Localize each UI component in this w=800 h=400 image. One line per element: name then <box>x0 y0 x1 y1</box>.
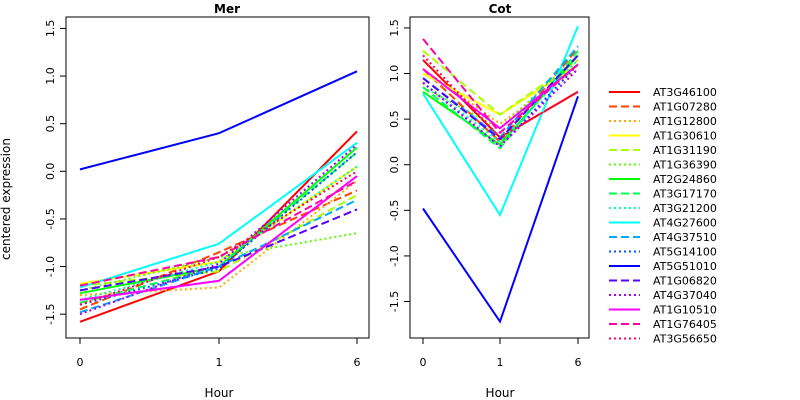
legend-label: AT5G14100 <box>653 246 717 259</box>
cot-y-tick-label: -1.0 <box>388 245 401 266</box>
legend-label: AT1G36390 <box>653 159 717 172</box>
cot-series-line-at1g06820 <box>422 54 579 141</box>
y-axis-label: centered expression <box>0 138 13 260</box>
mer-series-line-at1g76405 <box>79 179 358 287</box>
mer-x-tick-label: 1 <box>216 356 223 369</box>
legend-label: AT1G30610 <box>653 130 717 143</box>
cot-title: Cot <box>489 2 512 16</box>
legend-label: AT4G27600 <box>653 217 717 230</box>
mer-series-line-at5g51010 <box>79 70 358 171</box>
legend-label: AT4G37510 <box>653 231 717 244</box>
mer-x-tick-label: 6 <box>354 356 361 369</box>
legend-label: AT1G12800 <box>653 115 717 128</box>
legend-label: AT1G06820 <box>653 275 717 288</box>
cot-x-tick-label: 0 <box>420 356 427 369</box>
cot-y-tick-label: 1.5 <box>388 19 401 37</box>
mer-y-tick-label: 0.0 <box>44 163 57 181</box>
mer-series-line-at1g10510 <box>79 175 358 301</box>
mer-series-line-at1g07280 <box>79 189 358 311</box>
legend-label: AT1G10510 <box>653 304 717 317</box>
mer-series-line-at4g27600 <box>79 141 358 289</box>
mer-y-tick-label: -0.5 <box>44 208 57 229</box>
mer-y-tick-label: -1.0 <box>44 256 57 277</box>
mer-series-line-at1g31190 <box>79 194 358 287</box>
legend-label: AT3G21200 <box>653 202 717 215</box>
cot-x-tick-label: 1 <box>497 356 504 369</box>
cot-x-axis-label: Hour <box>486 386 515 400</box>
mer-y-tick-label: 1.0 <box>44 67 57 85</box>
mer-series-line-at4g37040 <box>79 143 358 316</box>
cot-y-tick-label: 0.0 <box>388 156 401 174</box>
cot-y-tick-label: 1.0 <box>388 65 401 83</box>
legend-label: AT1G31190 <box>653 144 717 157</box>
mer-title: Mer <box>214 2 240 16</box>
cot-x-tick-label: 6 <box>575 356 582 369</box>
legend-label: AT1G76405 <box>653 318 717 331</box>
mer-y-tick-label: -1.5 <box>44 303 57 324</box>
mer-x-axis-label: Hour <box>205 386 234 400</box>
mer-series-line-at1g36390 <box>79 232 358 292</box>
mer-y-tick-label: 1.5 <box>44 20 57 38</box>
cot-series-line-at1g36390 <box>422 54 579 130</box>
legend-label: AT3G46100 <box>653 86 717 99</box>
mer-x-tick-label: 0 <box>77 356 84 369</box>
mer-series-line-at3g21200 <box>79 165 358 301</box>
cot-panel: Cot Hour -1.5 -1.0 -0.5 0.0 0.5 1.0 1.5 0 1 6 <box>388 2 590 400</box>
cot-y-tick-label: -1.5 <box>388 291 401 312</box>
cot-y-tick-label: -0.5 <box>388 200 401 221</box>
cot-series-line-at4g37510 <box>422 45 579 139</box>
legend: AT3G46100AT1G07280AT1G12800AT1G30610AT1G… <box>609 86 717 346</box>
mer-panel: Mer Hour centered expression -1.5 -1.0 -0.… <box>0 2 370 400</box>
legend-label: AT4G37040 <box>653 289 717 302</box>
cot-series-line-at5g51010 <box>422 95 579 324</box>
cot-series-line-at1g31190 <box>422 49 579 116</box>
cot-series-line-at4g27600 <box>422 25 579 218</box>
cot-series-line-at1g76405 <box>422 38 579 135</box>
mer-y-tick-label: 0.5 <box>44 115 57 133</box>
legend-label: AT3G56650 <box>653 333 717 346</box>
mer-series-line-at1g06820 <box>79 208 358 292</box>
legend-label: AT5G51010 <box>653 260 717 273</box>
cot-y-tick-label: 0.5 <box>388 110 401 128</box>
legend-label: AT3G17170 <box>653 188 717 201</box>
legend-label: AT1G07280 <box>653 101 717 114</box>
cot-series-line-at1g10510 <box>422 63 579 130</box>
mer-series-line-at4g37510 <box>79 198 358 314</box>
mer-plot-frame <box>65 16 370 339</box>
mer-series-line-at3g56650 <box>79 170 358 306</box>
legend-label: AT2G24860 <box>653 173 717 186</box>
cot-series-line-at5g14100 <box>422 63 579 148</box>
